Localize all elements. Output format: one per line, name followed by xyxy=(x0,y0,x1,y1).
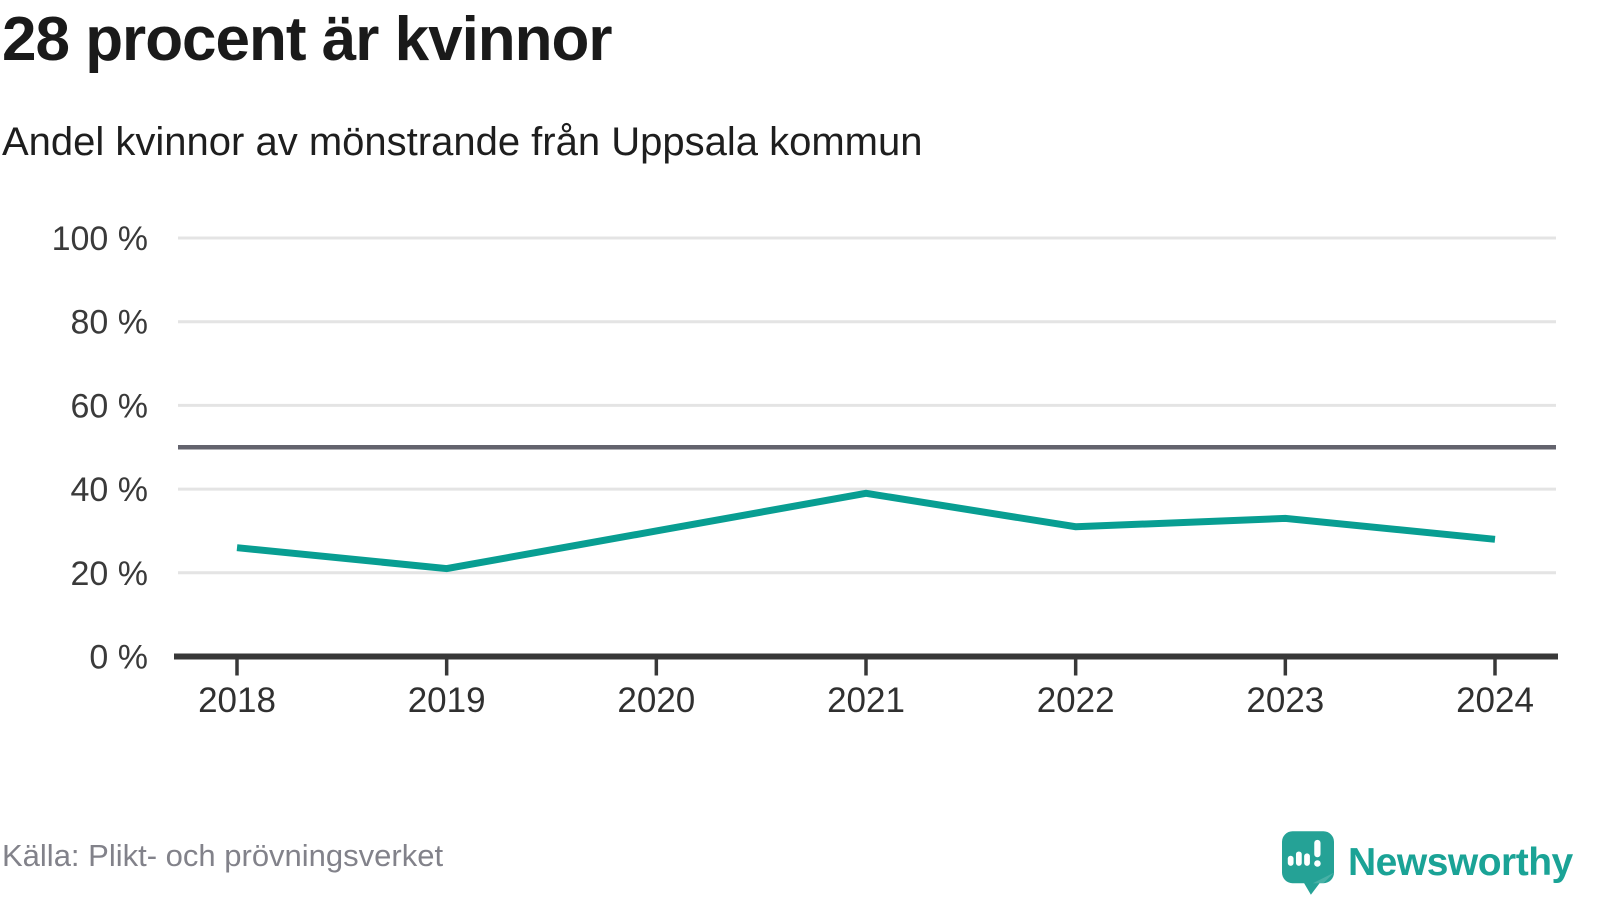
x-tick-label: 2018 xyxy=(198,681,276,720)
source-note: Källa: Plikt- och prövningsverket xyxy=(2,838,444,873)
x-tick-label: 2024 xyxy=(1456,681,1534,720)
logo-exclamation-dot xyxy=(1314,860,1321,867)
y-tick-label: 60 % xyxy=(71,387,149,425)
logo-bar-1 xyxy=(1287,855,1294,866)
x-tick-label: 2023 xyxy=(1246,681,1324,720)
logo-bar-2 xyxy=(1295,851,1302,866)
y-tick-label: 100 % xyxy=(52,220,148,258)
chart-title: 28 procent är kvinnor xyxy=(2,5,613,74)
y-tick-label: 80 % xyxy=(71,304,149,342)
data-line xyxy=(236,489,1496,573)
logo-fold xyxy=(1312,858,1334,884)
chart-subtitle: Andel kvinnor av mönstrande från Uppsala… xyxy=(2,120,923,164)
x-tick-label: 2019 xyxy=(408,681,486,720)
line-chart: 0 % 20 % 40 % 60 % 80 % 100 % 2018 2019 2020 2021… xyxy=(52,220,1558,720)
y-tick-label: 40 % xyxy=(71,471,149,509)
x-tick-label: 2022 xyxy=(1037,681,1115,720)
logo-exclamation-bar xyxy=(1314,839,1321,858)
x-tick-label: 2020 xyxy=(617,681,695,720)
newsworthy-logo: Newsworthy xyxy=(1282,830,1573,896)
newsworthy-logo-icon xyxy=(1282,831,1334,895)
y-tick-label: 0 % xyxy=(89,639,148,677)
newsworthy-logo-text: Newsworthy xyxy=(1348,841,1573,884)
logo-bar-3 xyxy=(1304,853,1310,866)
x-tick-label: 2021 xyxy=(827,681,905,720)
y-tick-label: 20 % xyxy=(71,555,149,593)
